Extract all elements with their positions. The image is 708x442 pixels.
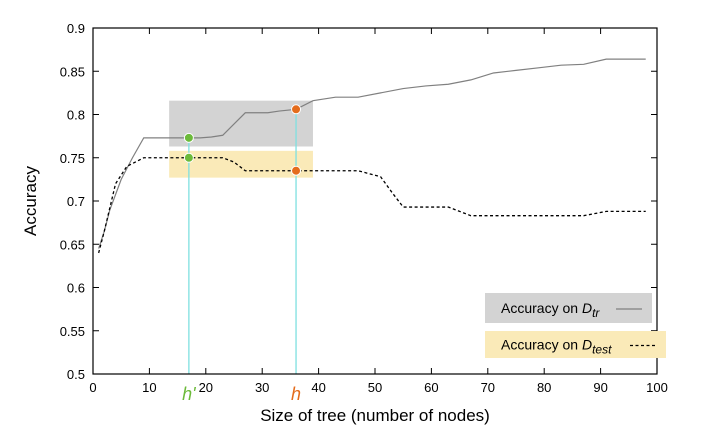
guide-lines bbox=[188, 109, 297, 374]
series-line-test bbox=[98, 157, 646, 254]
x-tick-label: 50 bbox=[368, 380, 382, 395]
legend-box-tr bbox=[485, 293, 652, 323]
y-tick-label: 0.65 bbox=[60, 237, 85, 252]
legend-prefix: Accuracy on bbox=[501, 300, 582, 316]
legend-subscript: test bbox=[592, 343, 612, 357]
y-axis-label: Accuracy bbox=[21, 166, 40, 236]
x-tick-label: 80 bbox=[537, 380, 551, 395]
x-tick-label: 100 bbox=[646, 380, 668, 395]
legend-subscript: tr bbox=[592, 306, 600, 320]
x-tick-label: 60 bbox=[424, 380, 438, 395]
series-lines bbox=[98, 58, 646, 254]
x-tick-label: 40 bbox=[311, 380, 325, 395]
test-point-h-prime bbox=[183, 152, 194, 163]
series-line-tr bbox=[98, 58, 646, 249]
x-tick-label: 20 bbox=[199, 380, 213, 395]
test-point-h bbox=[291, 165, 302, 176]
y-tick-label: 0.8 bbox=[67, 108, 85, 123]
marker-labels: h' h bbox=[182, 384, 301, 404]
y-tick-label: 0.5 bbox=[67, 367, 85, 382]
y-tick-label: 0.9 bbox=[67, 21, 85, 36]
legend-symbol: D bbox=[582, 300, 592, 316]
legend-symbol: D bbox=[582, 337, 592, 353]
legend-prefix: Accuracy on bbox=[501, 337, 582, 353]
legend-label-tr: Accuracy on Dtr bbox=[501, 300, 600, 320]
x-tick-label: 0 bbox=[89, 380, 96, 395]
y-tick-label: 0.55 bbox=[60, 324, 85, 339]
y-tick-label: 0.75 bbox=[60, 151, 85, 166]
y-tick-label: 0.85 bbox=[60, 64, 85, 79]
train-point-h bbox=[291, 104, 302, 115]
x-tick-label: 10 bbox=[142, 380, 156, 395]
marker-points bbox=[183, 104, 302, 176]
y-tick-label: 0.6 bbox=[67, 281, 85, 296]
x-tick-label: 30 bbox=[255, 380, 269, 395]
y-tick-label: 0.7 bbox=[67, 194, 85, 209]
marker-label-h: h bbox=[291, 384, 301, 404]
x-axis-label: Size of tree (number of nodes) bbox=[260, 406, 490, 425]
legend-box-test bbox=[485, 331, 666, 358]
axes: 0 10 20 30 40 50 60 70 80 90 100 0.5 0.55 0.6 0.65 0.7 0… bbox=[60, 21, 668, 395]
x-tick-label: 70 bbox=[481, 380, 495, 395]
legend-label-test: Accuracy on Dtest bbox=[501, 337, 612, 357]
x-tick-label: 90 bbox=[593, 380, 607, 395]
marker-label-h-prime: h' bbox=[182, 384, 196, 404]
train-point-h-prime bbox=[183, 132, 194, 143]
